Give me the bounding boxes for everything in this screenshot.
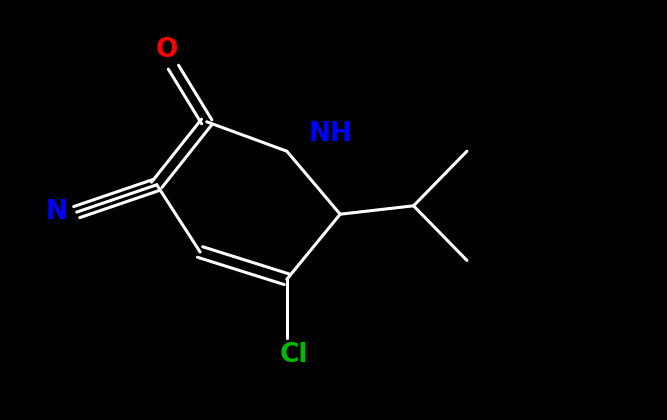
Text: Cl: Cl xyxy=(279,342,307,368)
Text: N: N xyxy=(46,199,67,225)
Text: O: O xyxy=(155,37,178,63)
Text: NH: NH xyxy=(308,121,352,147)
